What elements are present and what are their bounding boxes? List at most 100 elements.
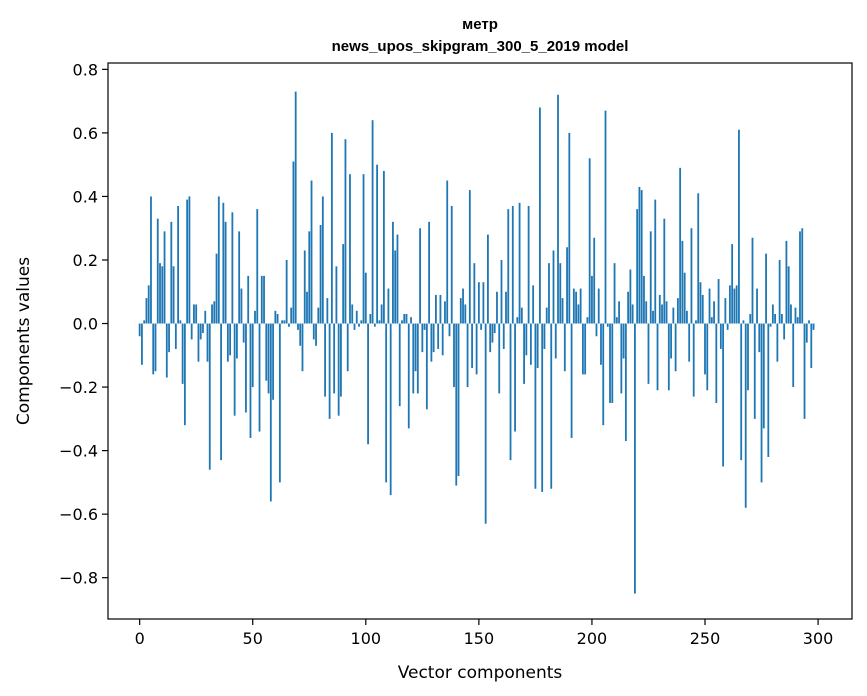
bar-35 (217, 196, 220, 324)
bar-52 (256, 209, 259, 324)
bar-119 (407, 323, 410, 429)
bar-238 (676, 298, 679, 324)
bar-30 (206, 323, 209, 362)
bar-56 (265, 323, 268, 381)
bar-163 (507, 209, 510, 324)
bar-196 (581, 323, 584, 375)
bar-59 (272, 323, 274, 400)
bar-175 (534, 323, 537, 489)
bar-182 (550, 323, 553, 489)
x-axis-label: Vector components (398, 663, 563, 683)
y-tick-label-0: −0.8 (59, 569, 98, 588)
bar-174 (532, 285, 535, 324)
bar-258 (722, 323, 725, 467)
bar-280 (771, 304, 774, 324)
bar-265 (738, 129, 740, 324)
bar-83 (326, 298, 329, 324)
bar-202 (595, 323, 598, 337)
bar-178 (541, 323, 544, 492)
bar-277 (765, 253, 767, 324)
bar-42 (233, 323, 236, 416)
bar-10 (161, 266, 164, 324)
y-tick-label-7: 0.6 (73, 124, 98, 143)
bar-177 (539, 107, 541, 324)
x-tick-label-100: 100 (351, 629, 382, 648)
bar-63 (281, 320, 284, 324)
bar-154 (487, 234, 489, 324)
bar-113 (394, 250, 397, 324)
bar-39 (226, 323, 229, 362)
bar-211 (615, 317, 618, 324)
bar-96 (355, 310, 358, 324)
bar-275 (760, 323, 763, 483)
bar-94 (351, 304, 354, 324)
bar-1 (141, 323, 143, 365)
bar-2 (143, 320, 146, 324)
bar-70 (297, 323, 299, 330)
bar-19 (181, 323, 184, 384)
bar-235 (670, 323, 672, 359)
bar-168 (518, 202, 521, 324)
y-tick-label-3: −0.2 (59, 378, 98, 397)
bar-23 (190, 323, 193, 340)
bar-255 (715, 323, 718, 403)
bar-298 (812, 323, 815, 330)
bar-87 (335, 266, 338, 324)
bar-162 (505, 291, 507, 324)
bar-60 (274, 310, 277, 324)
bar-254 (713, 301, 715, 324)
bar-286 (785, 240, 788, 324)
bar-149 (475, 323, 478, 375)
bar-5 (150, 196, 152, 324)
bar-79 (317, 307, 320, 324)
bar-157 (493, 323, 496, 334)
bars-group (138, 91, 815, 594)
bar-293 (801, 228, 804, 324)
bar-297 (810, 323, 813, 369)
chart-subtitle: news_upos_skipgram_300_5_2019 model (332, 38, 629, 55)
bar-267 (742, 320, 745, 324)
bar-151 (480, 323, 483, 330)
bar-243 (688, 323, 691, 362)
bar-150 (477, 282, 480, 324)
bar-248 (699, 282, 702, 324)
bar-204 (600, 323, 602, 365)
bar-231 (661, 304, 663, 324)
bar-24 (193, 304, 195, 324)
bar-187 (561, 298, 564, 324)
bar-32 (211, 304, 213, 324)
bar-296 (808, 320, 810, 324)
bar-25 (195, 304, 198, 324)
bar-212 (618, 301, 620, 324)
bar-200 (591, 275, 593, 324)
bar-184 (554, 323, 557, 359)
bar-244 (690, 228, 693, 324)
bar-68 (292, 161, 295, 324)
bar-92 (346, 323, 349, 372)
bar-26 (197, 323, 200, 362)
bar-160 (500, 259, 503, 324)
bar-118 (405, 313, 408, 324)
x-tick-label-300: 300 (803, 629, 834, 648)
bar-130 (432, 323, 435, 353)
bar-72 (301, 323, 304, 372)
bar-6 (152, 323, 155, 375)
bar-104 (373, 323, 376, 327)
bar-132 (437, 323, 440, 349)
bar-201 (593, 237, 596, 324)
bar-112 (392, 221, 394, 324)
bar-28 (202, 323, 204, 334)
bar-290 (794, 307, 797, 324)
bar-239 (679, 167, 682, 324)
bar-264 (735, 285, 738, 324)
bar-153 (484, 323, 487, 524)
bar-269 (747, 323, 749, 391)
bar-37 (222, 202, 225, 324)
bar-252 (708, 288, 711, 324)
bar-51 (254, 310, 256, 324)
bar-164 (509, 323, 512, 461)
bar-291 (796, 317, 799, 324)
bar-107 (380, 304, 383, 324)
bar-43 (236, 323, 238, 359)
bar-3 (145, 298, 148, 324)
